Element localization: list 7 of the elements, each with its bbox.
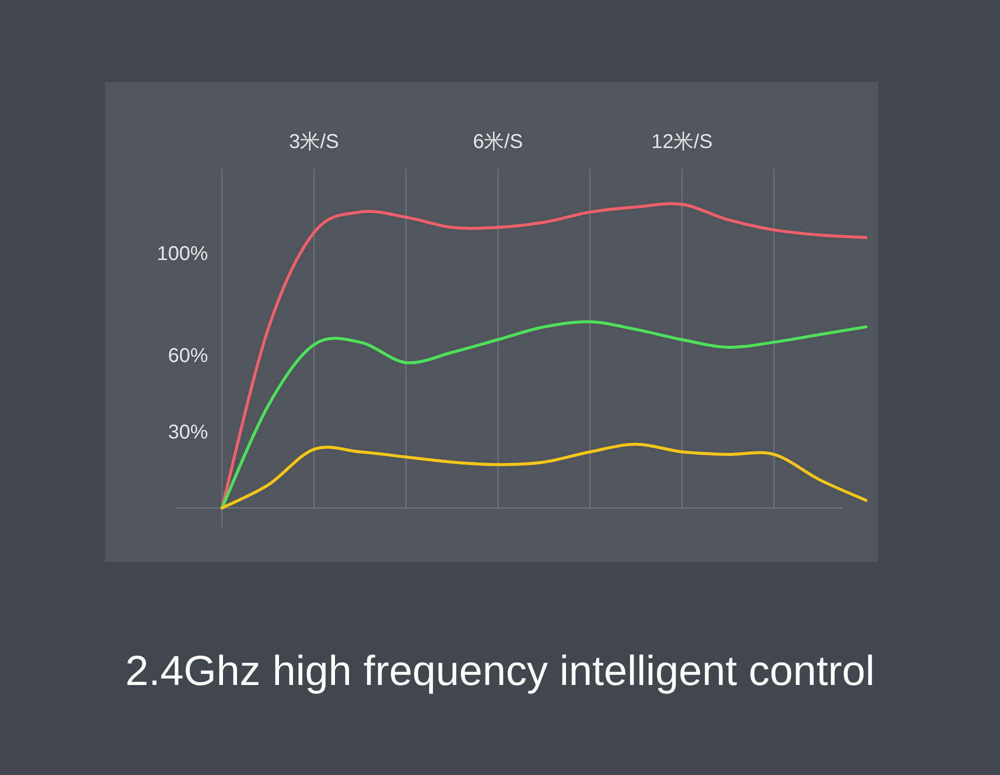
y-tick-label: 60% [168,344,208,367]
text: 2.4Ghz high frequency intelligent control [125,647,875,694]
y-tick-label: 30% [168,421,208,444]
y-tick-label: 100% [156,242,208,265]
x-tick-label: 6米/S [472,131,524,153]
x-tick-label: 12米/S [651,131,713,153]
x-tick-label: 3米/S [288,131,340,153]
